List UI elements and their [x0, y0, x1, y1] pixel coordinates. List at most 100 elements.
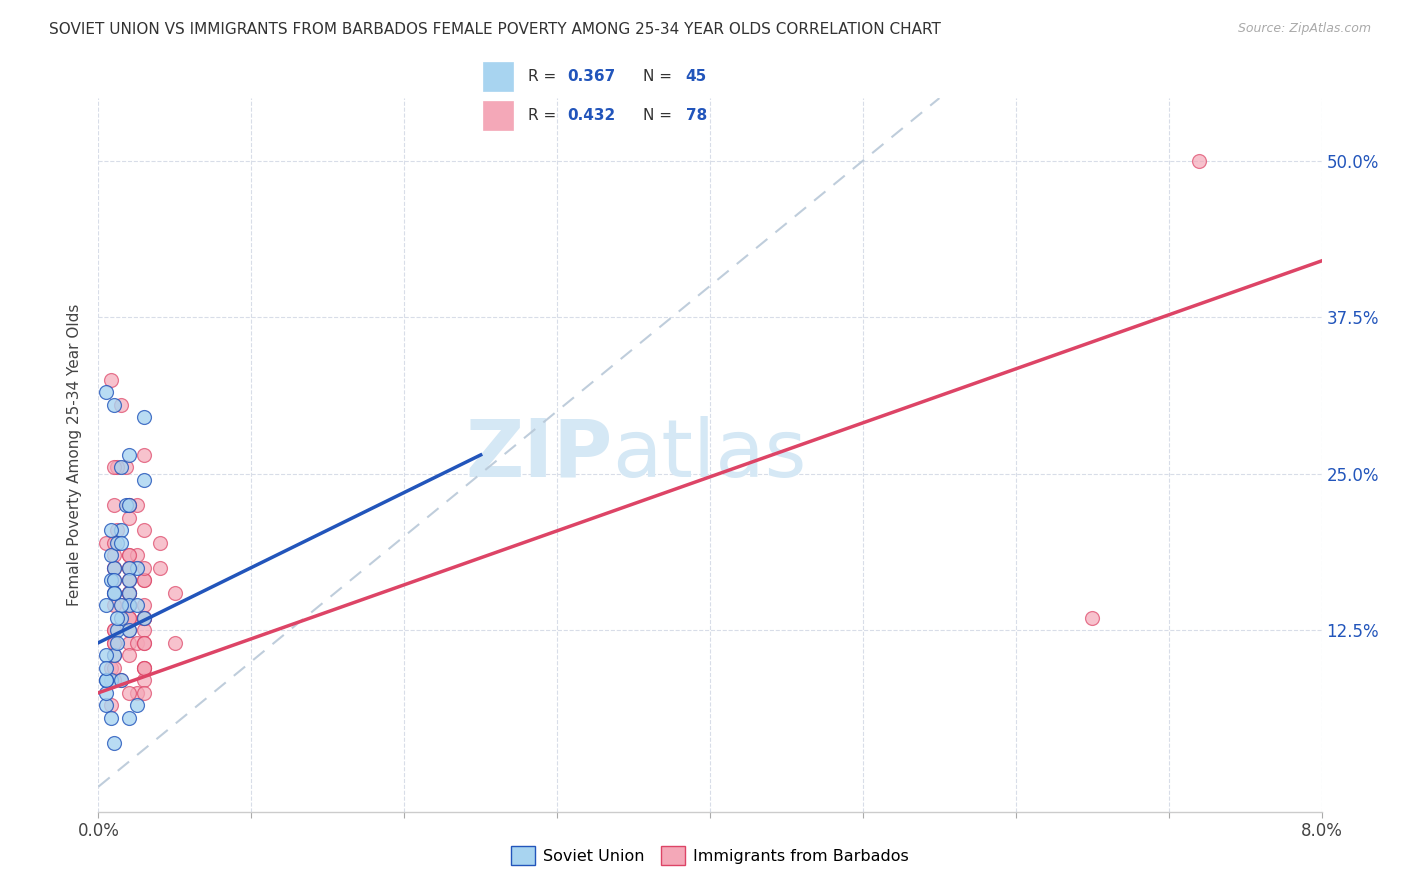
Point: [103, 636, 125, 650]
Point: [134, 636, 156, 650]
Point: [103, 636, 125, 650]
Point: [118, 498, 141, 512]
Text: N =: N =: [644, 108, 678, 123]
Point: [149, 560, 172, 574]
Point: [134, 673, 156, 688]
Point: [103, 661, 125, 675]
Point: [94, 385, 117, 400]
Legend: Soviet Union, Immigrants from Barbados: Soviet Union, Immigrants from Barbados: [505, 839, 915, 871]
Point: [125, 560, 148, 574]
Point: [103, 560, 125, 574]
Point: [100, 548, 122, 562]
Text: R =: R =: [529, 108, 561, 123]
Point: [134, 410, 156, 425]
Text: ZIP: ZIP: [465, 416, 612, 494]
Text: Source: ZipAtlas.com: Source: ZipAtlas.com: [1237, 22, 1371, 36]
Point: [134, 448, 156, 462]
Point: [134, 661, 156, 675]
Point: [103, 648, 125, 663]
Point: [118, 636, 141, 650]
Point: [110, 523, 132, 537]
Bar: [484, 101, 513, 130]
Point: [118, 610, 141, 624]
Point: [1081, 610, 1104, 624]
Point: [118, 623, 141, 637]
Point: [134, 610, 156, 624]
Point: [134, 610, 156, 624]
Y-axis label: Female Poverty Among 25-34 Year Olds: Female Poverty Among 25-34 Year Olds: [67, 304, 83, 606]
Point: [118, 510, 141, 524]
Point: [110, 673, 132, 688]
Point: [134, 573, 156, 587]
Text: 0.367: 0.367: [568, 69, 616, 84]
Point: [103, 648, 125, 663]
Point: [100, 373, 122, 387]
Text: atlas: atlas: [612, 416, 807, 494]
Point: [103, 398, 125, 412]
Text: 45: 45: [686, 69, 707, 84]
Point: [103, 585, 125, 599]
Point: [103, 673, 125, 688]
Point: [118, 585, 141, 599]
Point: [118, 711, 141, 725]
Text: 78: 78: [686, 108, 707, 123]
Point: [103, 736, 125, 750]
Point: [118, 686, 141, 700]
Point: [118, 573, 141, 587]
Point: [118, 598, 141, 612]
Point: [103, 573, 125, 587]
Point: [163, 636, 186, 650]
Point: [105, 636, 128, 650]
Point: [118, 560, 141, 574]
Point: [118, 560, 141, 574]
Point: [118, 548, 141, 562]
Point: [134, 661, 156, 675]
Point: [118, 598, 141, 612]
Point: [100, 573, 122, 587]
Text: 0.432: 0.432: [568, 108, 616, 123]
Point: [100, 661, 122, 675]
Point: [118, 448, 141, 462]
Point: [103, 623, 125, 637]
Point: [134, 623, 156, 637]
Point: [100, 673, 122, 688]
Point: [110, 598, 132, 612]
Point: [125, 698, 148, 713]
Point: [105, 523, 128, 537]
Point: [110, 598, 132, 612]
Point: [125, 498, 148, 512]
Point: [103, 535, 125, 549]
Point: [118, 585, 141, 599]
Point: [103, 585, 125, 599]
Point: [134, 610, 156, 624]
Point: [105, 535, 128, 549]
Text: N =: N =: [644, 69, 678, 84]
Point: [118, 560, 141, 574]
Point: [103, 623, 125, 637]
Point: [115, 498, 138, 512]
Point: [118, 548, 141, 562]
Point: [103, 460, 125, 475]
Point: [134, 686, 156, 700]
Point: [110, 398, 132, 412]
Point: [94, 673, 117, 688]
Text: R =: R =: [529, 69, 561, 84]
Point: [134, 573, 156, 587]
Point: [118, 585, 141, 599]
Point: [103, 498, 125, 512]
Point: [134, 610, 156, 624]
Point: [105, 623, 128, 637]
Point: [118, 498, 141, 512]
Point: [134, 523, 156, 537]
Point: [134, 598, 156, 612]
Point: [125, 686, 148, 700]
Point: [134, 560, 156, 574]
Point: [110, 610, 132, 624]
Point: [125, 636, 148, 650]
Point: [118, 598, 141, 612]
Point: [118, 585, 141, 599]
Point: [94, 598, 117, 612]
Point: [163, 585, 186, 599]
Point: [134, 473, 156, 487]
Point: [118, 573, 141, 587]
